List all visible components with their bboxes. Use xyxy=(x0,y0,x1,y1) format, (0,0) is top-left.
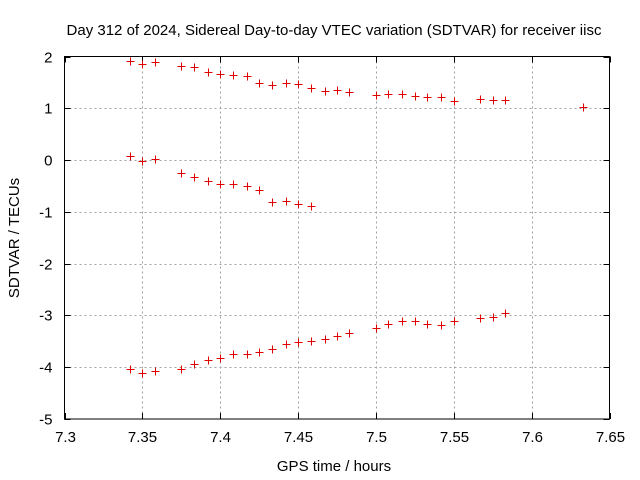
y-tick-label: -2 xyxy=(39,257,52,274)
data-point xyxy=(138,157,147,166)
grid xyxy=(64,56,610,419)
data-point xyxy=(476,314,485,323)
data-point xyxy=(333,332,342,341)
data-point xyxy=(476,95,485,104)
y-tick-label: 2 xyxy=(44,50,52,67)
x-tick-label: 7.6 xyxy=(522,429,543,446)
data-point xyxy=(307,84,316,93)
data-point xyxy=(255,186,264,195)
data-point xyxy=(294,338,303,347)
data-point xyxy=(243,182,252,191)
x-tick-label: 7.3 xyxy=(55,429,76,446)
data-point xyxy=(204,356,213,365)
data-point xyxy=(126,365,135,374)
data-point xyxy=(243,72,252,81)
data-point xyxy=(372,91,381,100)
data-point xyxy=(294,80,303,89)
data-point xyxy=(229,71,238,80)
data-point xyxy=(579,103,588,112)
x-tick-label: 7.65 xyxy=(596,429,625,446)
series-lower xyxy=(126,309,510,378)
data-point xyxy=(138,60,147,69)
data-point xyxy=(384,320,393,329)
data-point xyxy=(229,350,238,359)
x-tick-label: 7.4 xyxy=(210,429,231,446)
data-point xyxy=(190,360,199,369)
data-point xyxy=(268,345,277,354)
data-point xyxy=(501,96,510,105)
chart-title: Day 312 of 2024, Sidereal Day-to-day VTE… xyxy=(67,22,602,39)
data-point xyxy=(489,313,498,322)
data-point xyxy=(216,354,225,363)
data-point xyxy=(151,58,160,67)
data-point xyxy=(450,97,459,106)
data-point xyxy=(307,337,316,346)
data-point xyxy=(190,173,199,182)
data-point xyxy=(345,329,354,338)
data-point xyxy=(229,180,238,189)
x-axis-label: GPS time / hours xyxy=(277,458,391,475)
plot-frame xyxy=(64,56,610,420)
data-point xyxy=(151,155,160,164)
data-point xyxy=(138,369,147,378)
data-point xyxy=(333,86,342,95)
data-point xyxy=(204,68,213,77)
x-tick-label: 7.5 xyxy=(366,429,387,446)
data-point xyxy=(204,177,213,186)
data-point xyxy=(255,79,264,88)
y-tick-label: -5 xyxy=(39,412,52,429)
data-point xyxy=(243,350,252,359)
data-point xyxy=(282,340,291,349)
series-middle xyxy=(126,152,316,211)
series-upper xyxy=(126,57,588,112)
data-point xyxy=(255,348,264,357)
y-axis-label: SDTVAR / TECUs xyxy=(6,178,23,298)
data-point xyxy=(450,317,459,326)
data-point xyxy=(268,81,277,90)
y-tick-label: -3 xyxy=(39,308,52,325)
data-points xyxy=(126,57,588,378)
data-point xyxy=(177,169,186,178)
data-point xyxy=(216,70,225,79)
data-point xyxy=(282,197,291,206)
y-tick-label: 1 xyxy=(44,101,52,118)
data-point xyxy=(126,57,135,66)
data-point xyxy=(282,79,291,88)
data-point xyxy=(437,321,446,330)
data-point xyxy=(294,200,303,209)
data-point xyxy=(398,317,407,326)
data-point xyxy=(372,324,381,333)
data-point xyxy=(423,93,432,102)
x-tick-label: 7.45 xyxy=(284,429,313,446)
data-point xyxy=(190,63,199,72)
data-point xyxy=(489,96,498,105)
data-point xyxy=(321,335,330,344)
y-tick-label: -1 xyxy=(39,205,52,222)
data-point xyxy=(321,87,330,96)
data-point xyxy=(268,198,277,207)
data-point xyxy=(411,317,420,326)
data-point xyxy=(151,367,160,376)
data-point xyxy=(345,88,354,97)
data-point xyxy=(307,202,316,211)
data-point xyxy=(177,365,186,374)
x-tick-label: 7.35 xyxy=(128,429,157,446)
data-point xyxy=(126,152,135,161)
y-tick-label: 0 xyxy=(44,153,52,170)
x-tick-label: 7.55 xyxy=(440,429,469,446)
data-point xyxy=(384,90,393,99)
data-point xyxy=(411,92,420,101)
data-point xyxy=(423,320,432,329)
data-point xyxy=(177,62,186,71)
data-point xyxy=(398,90,407,99)
data-point xyxy=(216,180,225,189)
axis-ticks: 7.3 7.35 7.4 7.45 7.5 7.55 7.6 7.65 2 1 0 -1 -2 -3 -4 -… xyxy=(39,50,625,447)
data-point xyxy=(437,93,446,102)
data-point xyxy=(501,309,510,318)
y-tick-label: -4 xyxy=(39,360,52,377)
